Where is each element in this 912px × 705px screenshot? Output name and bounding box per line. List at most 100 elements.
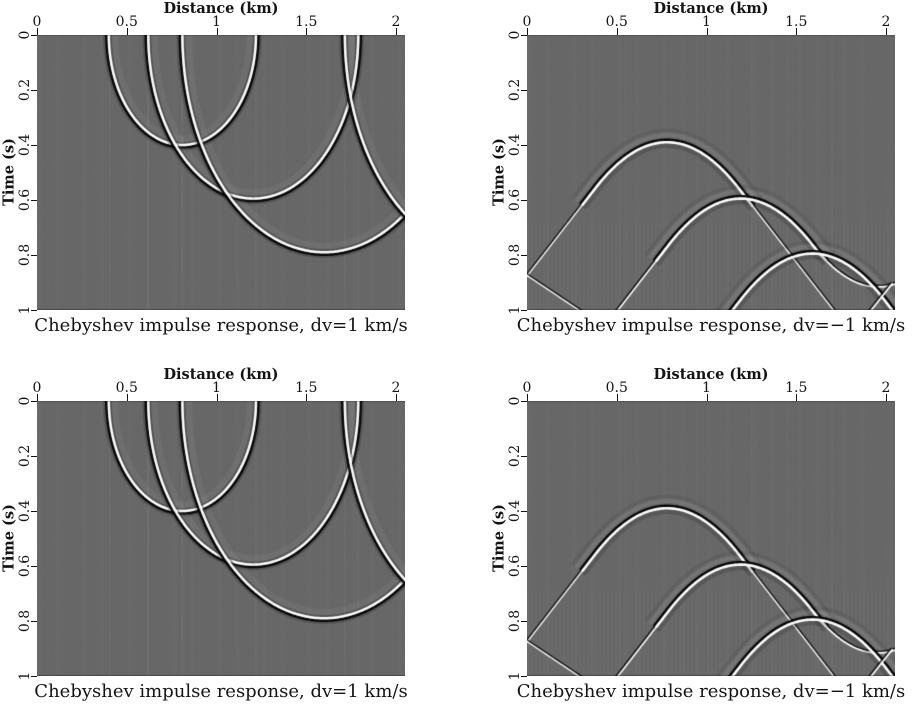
x-tick-mark [306,394,308,401]
x-tick-mark [616,394,618,401]
y-tick-label: 0 [17,30,33,40]
x-axis-title: Distance (km) [653,0,769,17]
x-tick-label: 0 [522,14,532,30]
x-tick-mark [37,394,38,401]
y-tick-label: 0.4 [507,499,523,523]
y-tick-mark [521,200,527,201]
y-tick-mark [521,90,527,91]
y-tick-mark [521,676,527,677]
y-tick-label: 0.8 [17,243,33,267]
y-tick-mark [31,90,37,91]
x-tick-label: 0 [32,380,42,396]
x-tick-label: 0.5 [115,14,138,30]
y-tick-label: 1 [507,305,523,315]
x-tick-label: 2 [881,14,891,30]
y-axis-title: Time (s) [0,504,18,572]
panel-caption: Chebyshev impulse response, dv=1 km/s [34,315,408,336]
y-axis-title: Time (s) [0,138,18,206]
x-tick-mark [706,28,708,35]
x-tick-label: 1 [702,380,711,396]
y-tick-label: 0.8 [507,243,523,267]
x-tick-label: 0 [522,380,532,396]
y-tick-mark [521,621,527,622]
x-tick-label: 1.5 [785,380,808,396]
x-tick-label: 1.5 [785,14,808,30]
y-tick-label: 0.6 [17,188,33,212]
y-tick-mark [521,35,527,36]
x-tick-mark [796,394,798,401]
y-tick-mark [521,255,527,256]
y-tick-label: 0 [507,30,523,40]
y-tick-label: 1 [17,305,33,315]
x-tick-label: 0.5 [605,14,628,30]
panel-caption: Chebyshev impulse response, dv=−1 km/s [516,315,906,336]
y-tick-label: 0.8 [507,609,523,633]
y-tick-label: 0.2 [17,78,33,102]
seismic-image-canvas [527,401,895,676]
panel-caption: Chebyshev impulse response, dv=1 km/s [34,681,408,702]
x-tick-mark [216,28,218,35]
y-tick-mark [31,310,37,311]
y-tick-label: 0 [17,396,33,406]
x-tick-label: 1 [212,380,221,396]
x-tick-label: 2 [391,380,401,396]
x-tick-label: 0 [32,14,42,30]
seismic-image-canvas [527,35,895,310]
x-tick-mark [706,394,708,401]
y-tick-mark [31,456,37,457]
x-tick-mark [37,28,38,35]
x-tick-mark [396,28,397,35]
y-tick-mark [31,511,37,512]
x-tick-label: 2 [391,14,401,30]
x-axis-title: Distance (km) [653,366,769,383]
panel-caption: Chebyshev impulse response, dv=−1 km/s [516,681,906,702]
y-axis-title: Time (s) [490,138,508,206]
y-tick-mark [521,145,527,146]
y-tick-label: 0.2 [507,78,523,102]
y-tick-label: 0.6 [17,554,33,578]
x-tick-label: 2 [881,380,891,396]
x-tick-label: 0.5 [115,380,138,396]
x-tick-label: 0.5 [605,380,628,396]
y-tick-mark [31,255,37,256]
y-tick-mark [31,35,37,36]
y-tick-label: 0.2 [507,444,523,468]
y-tick-label: 1 [17,671,33,681]
x-tick-mark [527,28,528,35]
y-tick-label: 0.4 [17,499,33,523]
x-axis-title: Distance (km) [163,366,279,383]
y-tick-label: 0.6 [507,554,523,578]
x-tick-mark [886,28,887,35]
seismic-image-canvas [37,401,405,676]
y-tick-label: 0.2 [17,444,33,468]
x-tick-mark [616,28,618,35]
y-tick-label: 1 [507,671,523,681]
x-tick-label: 1.5 [295,14,318,30]
x-tick-mark [126,394,128,401]
x-tick-label: 1 [212,14,221,30]
x-tick-mark [306,28,308,35]
x-tick-label: 1.5 [295,380,318,396]
y-tick-label: 0.4 [17,133,33,157]
y-tick-label: 0.8 [17,609,33,633]
y-tick-mark [31,401,37,402]
x-tick-mark [216,394,218,401]
y-tick-mark [31,621,37,622]
x-tick-mark [886,394,887,401]
x-tick-label: 1 [702,14,711,30]
y-tick-mark [521,401,527,402]
y-tick-label: 0 [507,396,523,406]
x-tick-mark [126,28,128,35]
y-tick-mark [31,200,37,201]
y-tick-mark [521,566,527,567]
x-tick-mark [396,394,397,401]
y-tick-mark [31,676,37,677]
y-tick-label: 0.6 [507,188,523,212]
x-axis-title: Distance (km) [163,0,279,17]
y-tick-label: 0.4 [507,133,523,157]
x-tick-mark [527,394,528,401]
